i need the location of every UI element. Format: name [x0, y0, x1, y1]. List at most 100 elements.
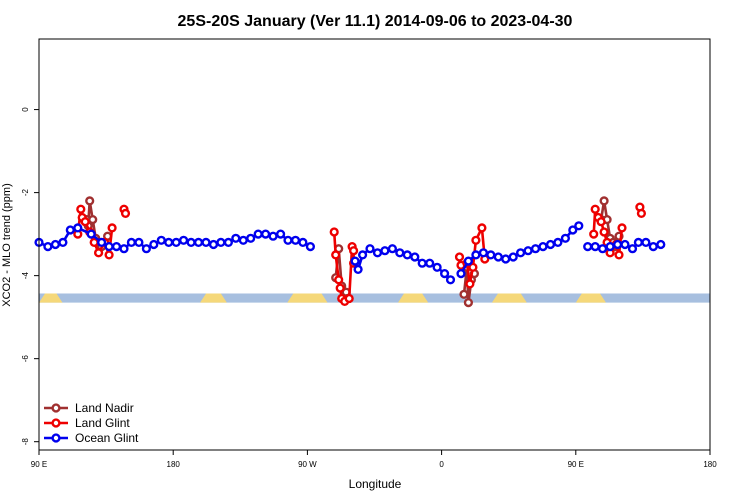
data-point [538, 242, 548, 252]
y-axis: 0 -2 -4 -6 -8 [21, 107, 39, 445]
data-point [104, 250, 114, 260]
data-point [179, 235, 189, 245]
data-point [553, 237, 563, 248]
legend-marker [51, 403, 61, 413]
data-point [76, 204, 86, 214]
data-point [633, 237, 644, 248]
data-point [85, 196, 95, 206]
data-point [193, 237, 204, 248]
legend-marker [51, 433, 61, 443]
data-point [344, 293, 354, 304]
data-point [508, 252, 518, 262]
data-point [617, 223, 627, 233]
y-tick-label: -8 [21, 438, 30, 446]
legend-label: Land Nadir [75, 401, 134, 415]
data-point [350, 256, 360, 266]
x-tick-label: 180 [167, 460, 181, 469]
data-point [65, 225, 75, 235]
data-point [590, 242, 600, 252]
series-layer [34, 196, 666, 308]
legend-item: Land Glint [44, 416, 130, 430]
x-tick-label: 90 E [31, 460, 47, 469]
data-point [334, 275, 344, 285]
data-point [596, 217, 606, 227]
land-band [575, 293, 606, 303]
data-point [641, 237, 651, 248]
land-band [491, 293, 527, 303]
land-band [287, 293, 328, 303]
data-point [614, 250, 624, 260]
data-point [605, 242, 615, 252]
data-point [141, 244, 152, 254]
data-point [276, 229, 286, 239]
data-point [463, 298, 474, 308]
data-point [353, 264, 363, 275]
data-point [620, 239, 630, 250]
data-point [149, 239, 159, 250]
plot-frame [38, 38, 711, 451]
data-point [58, 237, 68, 248]
x-axis: 90 E 180 90 W 0 90 E 180 [31, 450, 717, 469]
data-point [268, 231, 278, 241]
data-point [465, 279, 475, 289]
data-point [574, 221, 584, 231]
data-point [477, 223, 487, 233]
y-tick-label: -6 [21, 355, 30, 363]
data-point [358, 250, 368, 260]
data-point [530, 244, 541, 254]
data-point [96, 237, 107, 248]
data-point [43, 242, 53, 252]
y-axis-label: XCO2 - MLO trend (ppm) [1, 183, 13, 306]
data-point [283, 235, 293, 245]
data-point [515, 248, 526, 258]
data-point [298, 237, 308, 248]
data-point [440, 269, 450, 279]
data-point [372, 248, 383, 258]
data-point [290, 235, 301, 245]
legend-item: Land Nadir [44, 401, 134, 415]
data-point [501, 254, 511, 264]
data-point [486, 250, 496, 260]
x-tick-label: 90 W [298, 460, 317, 469]
data-point [208, 239, 219, 250]
data-point [93, 248, 104, 258]
data-point [329, 227, 339, 237]
data-point [597, 244, 608, 254]
series-ocean-glint [34, 221, 666, 285]
data-point [331, 250, 341, 260]
data-point [468, 262, 478, 272]
data-point [471, 250, 481, 260]
data-point [50, 239, 61, 250]
x-tick-label: 90 E [568, 460, 584, 469]
data-point [305, 242, 316, 252]
data-point [365, 244, 375, 254]
legend-item: Ocean Glint [44, 431, 139, 445]
data-point [395, 248, 405, 258]
data-point [186, 237, 196, 248]
data-point [73, 223, 83, 233]
data-point [126, 237, 136, 248]
data-point [568, 225, 578, 235]
data-point [111, 242, 122, 252]
data-point [80, 217, 90, 227]
data-point [402, 250, 412, 260]
data-point [478, 248, 489, 258]
data-point [612, 239, 623, 250]
data-point [119, 244, 129, 254]
data-point [380, 246, 390, 256]
land-band [397, 293, 429, 303]
data-point [590, 204, 600, 214]
data-point [599, 196, 609, 206]
ocean-band [39, 293, 710, 303]
data-point [164, 237, 174, 248]
land-band [200, 293, 227, 303]
legend-label: Land Glint [75, 416, 130, 430]
data-point [261, 229, 271, 239]
y-tick-label: -2 [21, 189, 30, 197]
data-point [216, 237, 226, 248]
data-point [445, 275, 456, 285]
y-tick-label: -4 [21, 272, 30, 280]
chart-title: 25S-20S January (Ver 11.1) 2014-09-06 to… [178, 13, 573, 30]
